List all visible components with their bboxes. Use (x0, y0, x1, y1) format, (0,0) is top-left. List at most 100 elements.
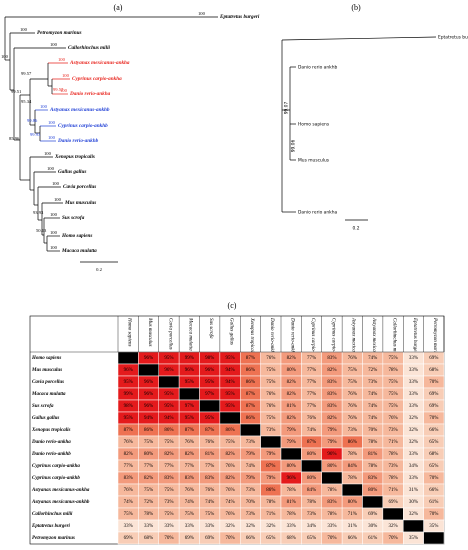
table-cell (301, 459, 322, 473)
support-value: 99.07 (284, 102, 290, 115)
cell-value: 70% (388, 536, 397, 541)
cell-value: 87% (246, 404, 255, 409)
cell-value: 77% (307, 356, 316, 361)
column-header: Cyprinus carpio-ankhb (330, 318, 335, 365)
cell-value: 70% (368, 428, 377, 433)
cell-value: 86% (225, 428, 234, 433)
row-header: Eptatretus burgeri (31, 524, 71, 529)
cell-value: 66% (348, 536, 357, 541)
cell-value: 82% (185, 452, 194, 457)
cell-value: 84% (307, 488, 316, 493)
cell-value: 32% (388, 524, 397, 529)
cell-value: 98% (205, 356, 214, 361)
cell-value: 82% (287, 392, 296, 397)
cell-value: 34% (307, 524, 316, 529)
cell-value: 96% (164, 368, 173, 373)
cell-value: 69% (368, 512, 377, 517)
support-value: 100 (48, 120, 56, 125)
cell-value: 75% (388, 392, 397, 397)
cell-value: 72% (144, 500, 153, 505)
support-value: 99.57 (53, 87, 64, 92)
cell-value: 96% (205, 368, 214, 373)
cell-value: 75% (266, 380, 275, 385)
row-header: Danio rerio-ankhb (31, 452, 71, 457)
row-header: Homo sapiens (31, 356, 61, 361)
cell-value: 68% (144, 536, 153, 541)
support-value: 100 (52, 181, 60, 186)
cell-value: 75% (124, 512, 133, 517)
cell-value: 87% (266, 464, 275, 469)
cell-value: 74% (368, 392, 377, 397)
cell-value: 96% (185, 368, 194, 373)
leaf-label: Cyprinus carpio-ankhb (58, 123, 108, 129)
cell-value: 76% (225, 464, 234, 469)
support-value: 99.86 (27, 118, 38, 123)
row-header: Gallus gallus (32, 416, 59, 421)
leaf-label: Homo sapiens (61, 233, 92, 239)
cell-value: 33% (409, 392, 418, 397)
cell-value: 35% (429, 524, 438, 529)
support-value: 100 (50, 42, 58, 47)
panel-label: (c) (228, 301, 237, 310)
cell-value: 33% (409, 404, 418, 409)
cell-value: 65% (307, 536, 316, 541)
support-value: 99.93 (30, 132, 41, 137)
column-header: Cavia porcellus (167, 318, 172, 350)
cell-value: 79% (327, 440, 336, 445)
cell-value: 69% (388, 500, 397, 505)
cell-value: 33% (409, 476, 418, 481)
support-value: 85.96 (9, 136, 20, 141)
cell-value: 78% (327, 488, 336, 493)
cell-value: 80% (348, 500, 357, 505)
cell-value: 72% (368, 368, 377, 373)
cell-value: 80% (144, 452, 153, 457)
cell-value: 97% (205, 392, 214, 397)
cell-value: 75% (164, 512, 173, 517)
cell-value: 76% (124, 488, 133, 493)
leaf-label: Danio rerio ankha (298, 210, 337, 216)
cell-value: 76% (348, 392, 357, 397)
cell-value: 83% (327, 404, 336, 409)
cell-value: 76% (266, 356, 275, 361)
cell-value: 75% (144, 488, 153, 493)
cell-value: 94% (225, 368, 234, 373)
cell-value: 94% (164, 416, 173, 421)
cell-value: 76% (307, 416, 316, 421)
cell-value: 83% (327, 380, 336, 385)
cell-value: 83% (327, 356, 336, 361)
cell-value: 99% (124, 392, 133, 397)
cell-value: 74% (368, 416, 377, 421)
cell-value: 76% (388, 416, 397, 421)
cell-value: 78% (307, 500, 316, 505)
cell-value: 73% (164, 500, 173, 505)
cell-value: 79% (287, 428, 296, 433)
cell-value: 78% (266, 500, 275, 505)
cell-value: 96% (144, 380, 153, 385)
cell-value: 77% (307, 404, 316, 409)
cell-value: 73% (246, 488, 255, 493)
cell-value: 78% (388, 452, 397, 457)
cell-value: 33% (185, 524, 194, 529)
cell-value: 71% (266, 512, 275, 517)
cell-value: 32% (266, 524, 275, 529)
cell-value: 76% (348, 416, 357, 421)
row-header: Cyprinus carpio-ankha (32, 464, 80, 469)
cell-value: 96% (124, 368, 133, 373)
cell-value: 83% (205, 476, 214, 481)
leaf-label: Gallus gallus (58, 169, 86, 175)
support-value: 100 (20, 27, 28, 32)
support-value: 100 (40, 104, 48, 109)
column-header: Danio rerio-ankha (269, 317, 274, 356)
table-cell (403, 519, 424, 533)
cell-value: 74% (368, 356, 377, 361)
row-header: Cyprinus carpio-ankhb (32, 476, 80, 481)
cell-value: 73% (388, 464, 397, 469)
column-header: Eptatretus burgeri (412, 317, 417, 355)
cell-value: 80% (307, 452, 316, 457)
cell-value: 70% (429, 476, 438, 481)
cell-value: 95% (164, 392, 173, 397)
cell-value: 73% (348, 428, 357, 433)
cell-value: 79% (287, 440, 296, 445)
cell-value: 95% (164, 404, 173, 409)
leaf-label: Eptatretus burgeri (219, 14, 260, 20)
